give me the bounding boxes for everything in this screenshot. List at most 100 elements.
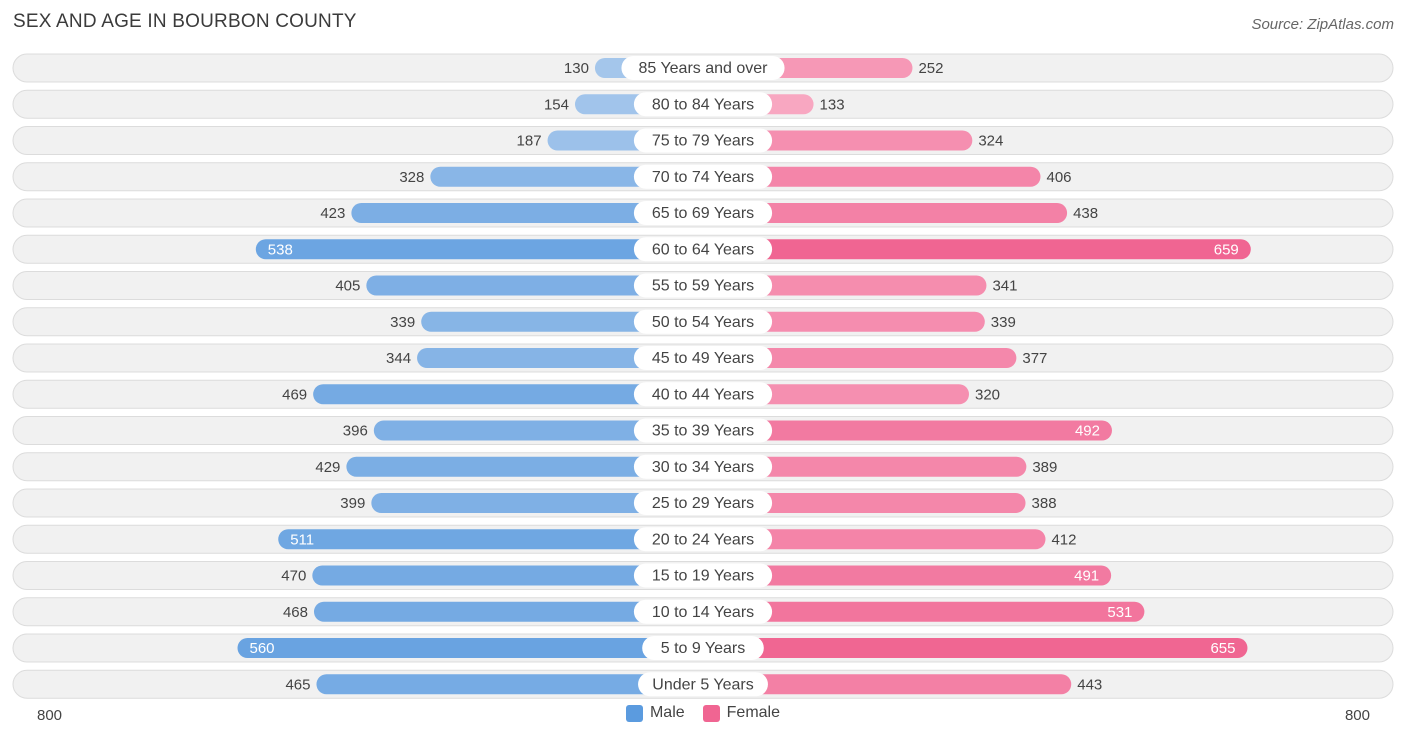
female-bar — [703, 493, 1026, 513]
female-value-label: 412 — [1051, 531, 1076, 548]
male-value-label: 468 — [283, 604, 308, 621]
category-label: 65 to 69 Years — [652, 205, 754, 222]
female-value-label: 491 — [1074, 568, 1099, 585]
category-label: 35 to 39 Years — [652, 423, 754, 440]
category-label-background — [638, 672, 768, 697]
female-bar — [703, 638, 1248, 658]
male-bar — [430, 166, 703, 187]
female-value-label: 388 — [1032, 495, 1057, 512]
legend-male-label: Male — [649, 704, 685, 721]
male-value-label: 560 — [250, 640, 275, 657]
male-bar — [278, 529, 703, 550]
female-bar — [703, 674, 1072, 695]
legend-item-male[interactable]: Male — [625, 704, 685, 722]
male-value-label: 470 — [281, 568, 306, 585]
chart-title: SEX AND AGE IN BOURBON COUNTY — [13, 11, 357, 32]
male-value-label: 328 — [399, 169, 424, 186]
category-label-background — [633, 346, 773, 370]
male-value-label: 511 — [290, 531, 314, 548]
female-value-label: 659 — [1214, 241, 1239, 258]
category-label: 20 to 24 Years — [652, 531, 754, 548]
male-bar — [351, 203, 703, 223]
female-bar — [703, 239, 1251, 260]
male-bar — [313, 384, 703, 405]
male-bar — [255, 239, 703, 260]
male-bar — [237, 638, 703, 658]
category-label-background — [633, 164, 773, 189]
category-label: 15 to 19 Years — [652, 568, 754, 585]
female-value-label: 252 — [918, 60, 943, 77]
male-value-label: 154 — [544, 96, 569, 113]
male-bar — [373, 420, 703, 441]
female-swatch — [702, 704, 720, 722]
female-value-label: 492 — [1075, 423, 1100, 440]
female-value-label: 406 — [1046, 169, 1071, 186]
female-value-label: 339 — [991, 314, 1016, 331]
female-bar — [703, 275, 987, 296]
male-bar — [366, 275, 703, 296]
category-label-background — [633, 527, 773, 552]
male-value-label: 429 — [315, 459, 340, 476]
female-value-label: 324 — [978, 133, 1003, 150]
male-value-label: 405 — [335, 278, 360, 295]
category-label-background — [633, 201, 773, 225]
female-value-label: 389 — [1032, 459, 1057, 476]
female-value-label: 377 — [1022, 350, 1047, 367]
male-bar — [316, 674, 703, 695]
legend-female-label: Female — [726, 704, 781, 721]
male-value-label: 187 — [517, 133, 542, 150]
category-label: 45 to 49 Years — [652, 350, 754, 367]
female-value-label: 438 — [1073, 205, 1098, 222]
female-bar — [703, 565, 1112, 586]
category-label-background — [633, 309, 773, 334]
male-value-label: 130 — [564, 60, 589, 77]
category-label-background — [633, 128, 773, 153]
category-label: 55 to 59 Years — [652, 278, 754, 295]
male-value-label: 399 — [340, 495, 365, 512]
male-value-label: 469 — [282, 386, 307, 403]
male-bar — [313, 601, 703, 622]
category-label-background — [633, 599, 773, 624]
category-label: 75 to 79 Years — [652, 133, 754, 150]
category-label: 40 to 44 Years — [652, 386, 754, 403]
category-label-background — [633, 418, 773, 443]
category-label-background — [633, 92, 773, 117]
male-value-label: 396 — [343, 423, 368, 440]
male-bar — [346, 456, 703, 477]
category-label-background — [633, 273, 773, 298]
female-bar — [703, 203, 1068, 223]
legend: Male Female — [0, 704, 1406, 722]
category-label: 70 to 74 Years — [652, 169, 754, 186]
category-label-background — [633, 563, 773, 588]
male-swatch — [625, 704, 643, 722]
category-label: 5 to 9 Years — [661, 640, 746, 657]
male-bar — [421, 311, 703, 332]
male-value-label: 344 — [386, 350, 411, 367]
category-label-background — [621, 56, 785, 80]
category-label: Under 5 Years — [652, 676, 753, 693]
category-label-background — [633, 382, 773, 407]
category-label-background — [633, 491, 773, 515]
category-label: 10 to 14 Years — [652, 604, 754, 621]
female-value-label: 341 — [992, 278, 1017, 295]
male-bar — [312, 565, 703, 586]
category-label-background — [633, 237, 773, 262]
axis-left-label: 800 — [37, 707, 63, 724]
source-note: Source: ZipAtlas.com — [1251, 16, 1394, 33]
category-label-background — [633, 454, 773, 479]
male-value-label: 339 — [390, 314, 415, 331]
female-bar — [703, 166, 1041, 187]
category-label: 25 to 29 Years — [652, 495, 754, 512]
category-label: 50 to 54 Years — [652, 314, 754, 331]
category-label: 85 Years and over — [639, 60, 769, 77]
female-value-label: 320 — [975, 386, 1000, 403]
axis-right-label: 800 — [1344, 707, 1370, 724]
female-bar — [703, 311, 985, 332]
male-value-label: 423 — [320, 205, 345, 222]
legend-item-female[interactable]: Female — [702, 704, 781, 722]
male-bar — [371, 493, 703, 513]
category-label-background — [642, 636, 764, 660]
pyramid-chart: 130 252 85 Years and over 154 133 80 to 84 Ye… — [12, 53, 1394, 699]
male-value-label: 465 — [285, 676, 310, 693]
female-value-label: 443 — [1077, 676, 1102, 693]
